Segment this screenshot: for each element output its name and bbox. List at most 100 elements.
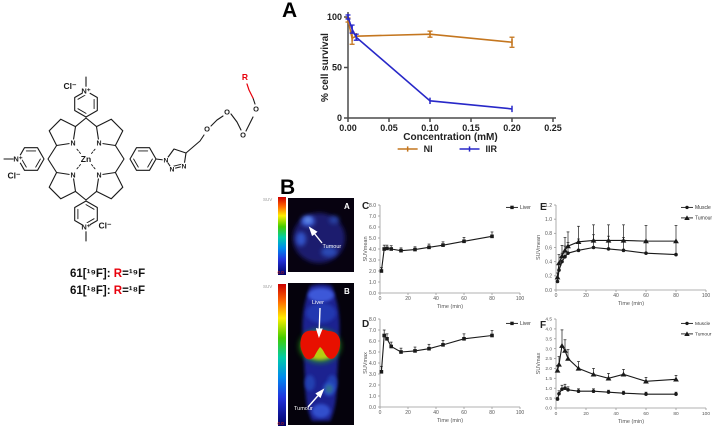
axial-pet-image: Tumour A <box>288 198 354 272</box>
svg-text:40: 40 <box>433 410 439 416</box>
liver-hotspot <box>300 329 341 360</box>
coronal-body-scan <box>299 284 341 421</box>
panel-label-c: C <box>362 201 370 212</box>
svg-text:100: 100 <box>702 293 711 299</box>
compound-18f-r: R <box>113 285 123 297</box>
peg-chain <box>185 83 256 154</box>
svg-text:8.0: 8.0 <box>369 317 376 323</box>
svg-text:80: 80 <box>673 411 679 417</box>
axes: 0 20 40 60 80 100 0.0 0.5 1.0 1.5 2.0 2.5 3.0 3.5 4.0 4… <box>545 317 710 417</box>
colorbar-min-label: 0.0 <box>278 421 285 426</box>
triazole-n-label: N <box>170 166 175 173</box>
legend: Liver <box>506 205 531 211</box>
zinc-label: Zn <box>81 154 91 164</box>
legend: NI IIR <box>397 144 498 154</box>
series-muscle <box>555 234 678 284</box>
nitrogen-label: N <box>70 140 75 147</box>
image-letter-b: B <box>344 287 350 296</box>
svg-text:0: 0 <box>379 410 382 416</box>
svg-text:3.0: 3.0 <box>369 258 376 264</box>
svg-text:0.2: 0.2 <box>545 274 552 280</box>
n-halo <box>95 171 103 179</box>
svg-text:4.5: 4.5 <box>545 317 552 323</box>
x-axis-label: Time (min) <box>437 418 463 424</box>
svg-text:0.0: 0.0 <box>545 406 552 412</box>
svg-text:80: 80 <box>489 410 495 416</box>
svg-text:20: 20 <box>583 293 589 299</box>
svg-text:0.05: 0.05 <box>380 123 398 133</box>
series-muscle <box>555 383 678 401</box>
svg-text:0.0: 0.0 <box>369 405 376 411</box>
svg-text:Liver: Liver <box>520 321 531 327</box>
panel-label-e: E <box>540 202 547 213</box>
y-axis-label: SUVmax <box>536 352 542 374</box>
svg-text:0.0: 0.0 <box>545 288 552 294</box>
svg-text:7.0: 7.0 <box>369 214 376 220</box>
suv-label: SUV <box>263 284 272 289</box>
svg-text:20: 20 <box>405 410 411 416</box>
series-ni <box>345 16 515 48</box>
svg-text:2.0: 2.0 <box>369 269 376 275</box>
chloride-label: Cl⁻ <box>64 81 78 91</box>
chloride-label: Cl⁻ <box>8 171 22 181</box>
svg-text:IIR: IIR <box>486 144 498 154</box>
svg-text:0.15: 0.15 <box>462 123 480 133</box>
axes: 0.00 0.05 0.10 0.15 0.20 0.25 0 50 100 <box>327 12 562 133</box>
svg-text:60: 60 <box>643 293 649 299</box>
n-halo <box>81 86 91 96</box>
svg-text:0: 0 <box>555 411 558 417</box>
svg-text:100: 100 <box>702 411 710 417</box>
liver-suvmean-chart: 0 20 40 60 80 100 0.0 1.0 2.0 3.0 4.0 5.0 6.0 7.0 8.0 T… <box>363 203 531 310</box>
series-iir <box>345 13 513 113</box>
svg-text:0.20: 0.20 <box>503 123 521 133</box>
svg-text:100: 100 <box>516 296 525 302</box>
svg-text:Muscle: Muscle <box>695 321 711 327</box>
o-halo <box>223 108 231 116</box>
legend: Liver <box>506 321 531 327</box>
svg-text:1.0: 1.0 <box>545 217 552 223</box>
legend: Muscle Tumour <box>681 205 712 222</box>
nitrogen-label: N <box>96 140 101 147</box>
svg-text:Liver: Liver <box>520 205 531 211</box>
y-axis-label: SUVmean <box>363 236 369 261</box>
y-axis-label: SUVmax <box>363 352 369 374</box>
svg-text:6.0: 6.0 <box>369 339 376 345</box>
tumour-annotation: Tumour <box>294 406 313 412</box>
y-axis-label: SUVmean <box>536 235 542 260</box>
n-halo <box>69 139 77 147</box>
suv-colorbar-axial: SUV 0.0 <box>263 197 286 275</box>
n-halo <box>81 222 91 232</box>
series-liver <box>379 329 494 374</box>
svg-text:3.5: 3.5 <box>545 336 552 342</box>
svg-text:40: 40 <box>613 293 619 299</box>
x-axis-label: Time (min) <box>437 304 463 310</box>
o-halo <box>239 131 247 139</box>
x-axis-label: Time (min) <box>618 301 644 307</box>
axes: 0 20 40 60 80 100 0.0 1.0 2.0 3.0 4.0 5.0 6.0 7.0 8.0 <box>369 203 524 302</box>
chloride-label: Cl⁻ <box>99 221 113 231</box>
n-halo <box>69 171 77 179</box>
svg-text:80: 80 <box>673 293 679 299</box>
oxygen-label: O <box>240 131 246 140</box>
series-tumour <box>554 224 679 280</box>
svg-text:NI: NI <box>424 144 433 154</box>
svg-text:1.0: 1.0 <box>545 386 552 392</box>
svg-text:0: 0 <box>337 113 342 123</box>
pyridinium-n-label: N⁺ <box>81 87 90 96</box>
svg-text:3.0: 3.0 <box>545 346 552 352</box>
svg-text:8.0: 8.0 <box>369 203 376 209</box>
svg-text:60: 60 <box>643 411 649 417</box>
svg-text:0.5: 0.5 <box>545 396 552 402</box>
colorbar-gradient <box>278 284 286 426</box>
liver-annotation: Liver <box>312 300 324 306</box>
compound-19f-r: R <box>113 268 123 280</box>
panel-label-f: F <box>540 320 547 331</box>
suv-colorbar-coronal: SUV 0.0 <box>263 284 286 426</box>
compound-18f-suffix: =¹⁸F <box>122 285 146 297</box>
n-halo <box>95 139 103 147</box>
tumour-annotation: Tumour <box>323 244 342 250</box>
svg-text:4.0: 4.0 <box>369 361 376 367</box>
svg-text:7.0: 7.0 <box>369 328 376 334</box>
y-axis-label: % cell survival <box>320 33 331 102</box>
pyridinium-rings <box>3 76 98 242</box>
